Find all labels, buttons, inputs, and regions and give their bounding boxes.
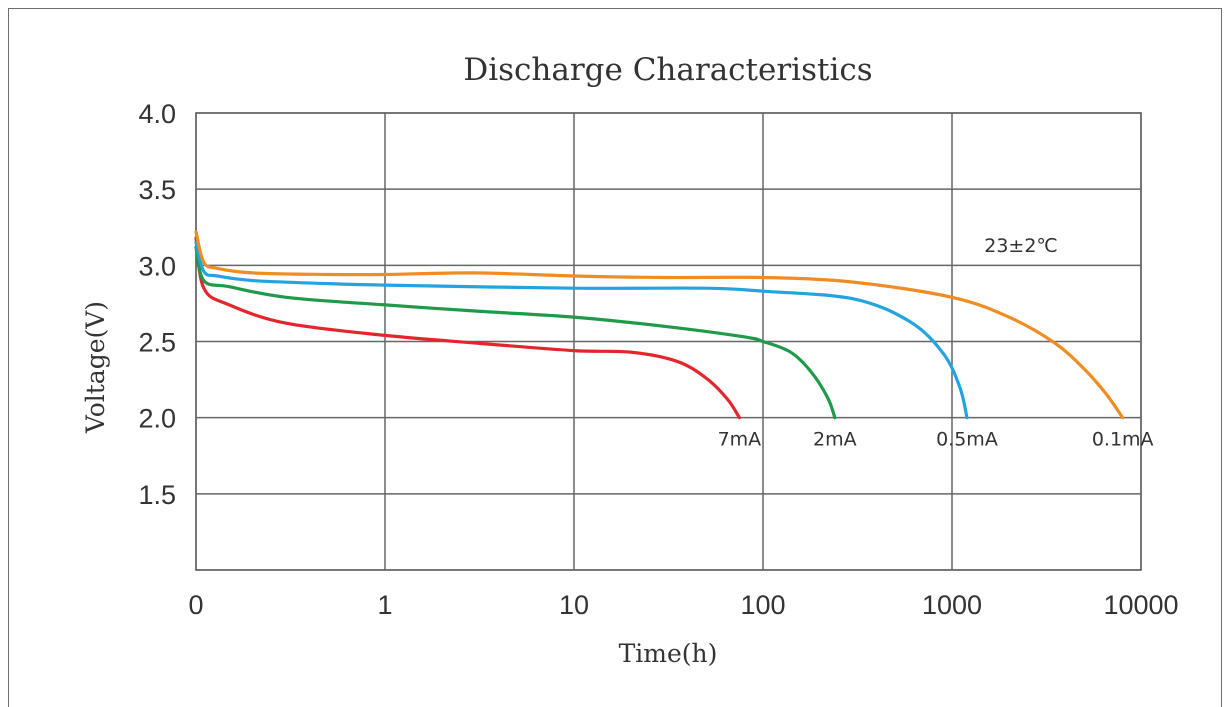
series-labels: 7mA 2mA 0.5mA 0.1mA bbox=[718, 429, 1154, 451]
series-label-2mA: 2mA bbox=[813, 429, 857, 451]
x-tick-label: 10 bbox=[559, 590, 589, 620]
grid bbox=[196, 113, 1141, 570]
x-tick-label: 1000 bbox=[922, 590, 982, 620]
y-tick-label: 3.5 bbox=[138, 175, 176, 205]
series-lines bbox=[196, 232, 1123, 418]
series-line-0-5mA bbox=[196, 243, 967, 418]
y-axis-title: Voltage(V) bbox=[81, 301, 110, 434]
y-tick-label: 3.0 bbox=[138, 251, 176, 281]
y-tick-label: 4.0 bbox=[138, 99, 176, 129]
chart-title: Discharge Characteristics bbox=[463, 52, 872, 88]
y-tick-label: 1.5 bbox=[138, 480, 176, 510]
x-tick-label: 100 bbox=[740, 590, 785, 620]
tick-labels: 4.0 3.5 3.0 2.5 2.0 1.5 0 1 10 100 1000 10000 bbox=[138, 99, 1178, 620]
x-tick-label: 10000 bbox=[1103, 590, 1178, 620]
series-label-7mA: 7mA bbox=[718, 429, 762, 451]
x-tick-label: 0 bbox=[188, 590, 203, 620]
series-label-0-1mA: 0.1mA bbox=[1092, 429, 1154, 451]
x-tick-label: 1 bbox=[377, 590, 392, 620]
y-tick-label: 2.5 bbox=[138, 328, 176, 358]
temperature-annotation: 23±2℃ bbox=[984, 235, 1058, 257]
series-label-0-5mA: 0.5mA bbox=[936, 429, 998, 451]
x-axis-title: Time(h) bbox=[619, 639, 718, 668]
y-tick-label: 2.0 bbox=[138, 404, 176, 434]
